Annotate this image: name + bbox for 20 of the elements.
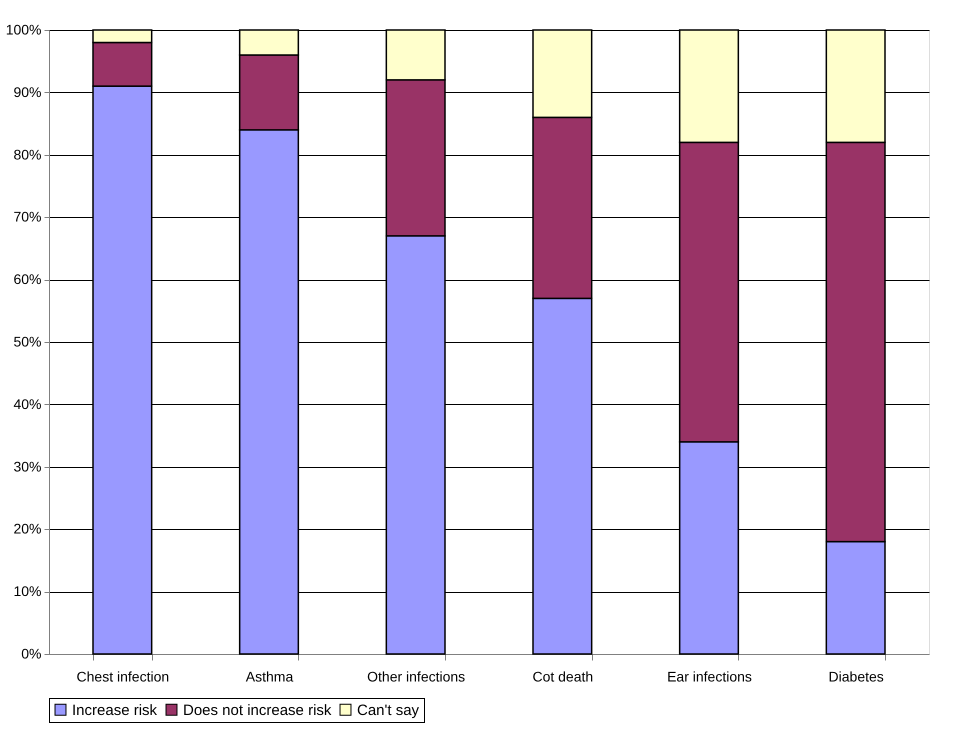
y-tick-label: 50% [13, 334, 42, 350]
y-tick-label: 70% [13, 208, 42, 225]
legend-label: Can't say [357, 702, 420, 719]
y-tick-label: 10% [13, 583, 42, 600]
legend-label: Increase risk [72, 702, 158, 719]
x-tick-label: Chest infection [76, 668, 170, 684]
x-tick-label: Ear infections [667, 668, 752, 684]
x-tick-label: Cot death [532, 668, 594, 684]
y-tick-label: 20% [13, 520, 42, 537]
x-tick-label: Other infections [367, 668, 466, 684]
x-tick-label: Asthma [246, 668, 294, 684]
y-tick-label: 100% [6, 22, 42, 38]
y-tick-label: 90% [13, 84, 42, 100]
y-tick-label: 60% [13, 271, 42, 288]
y-tick-label: 0% [21, 646, 42, 662]
y-tick-label: 80% [13, 146, 42, 162]
legend-label: Does not increase risk [183, 702, 332, 719]
y-tick-label: 40% [13, 396, 42, 412]
x-tick-label: Diabetes [828, 668, 884, 684]
y-tick-label: 30% [13, 458, 42, 474]
